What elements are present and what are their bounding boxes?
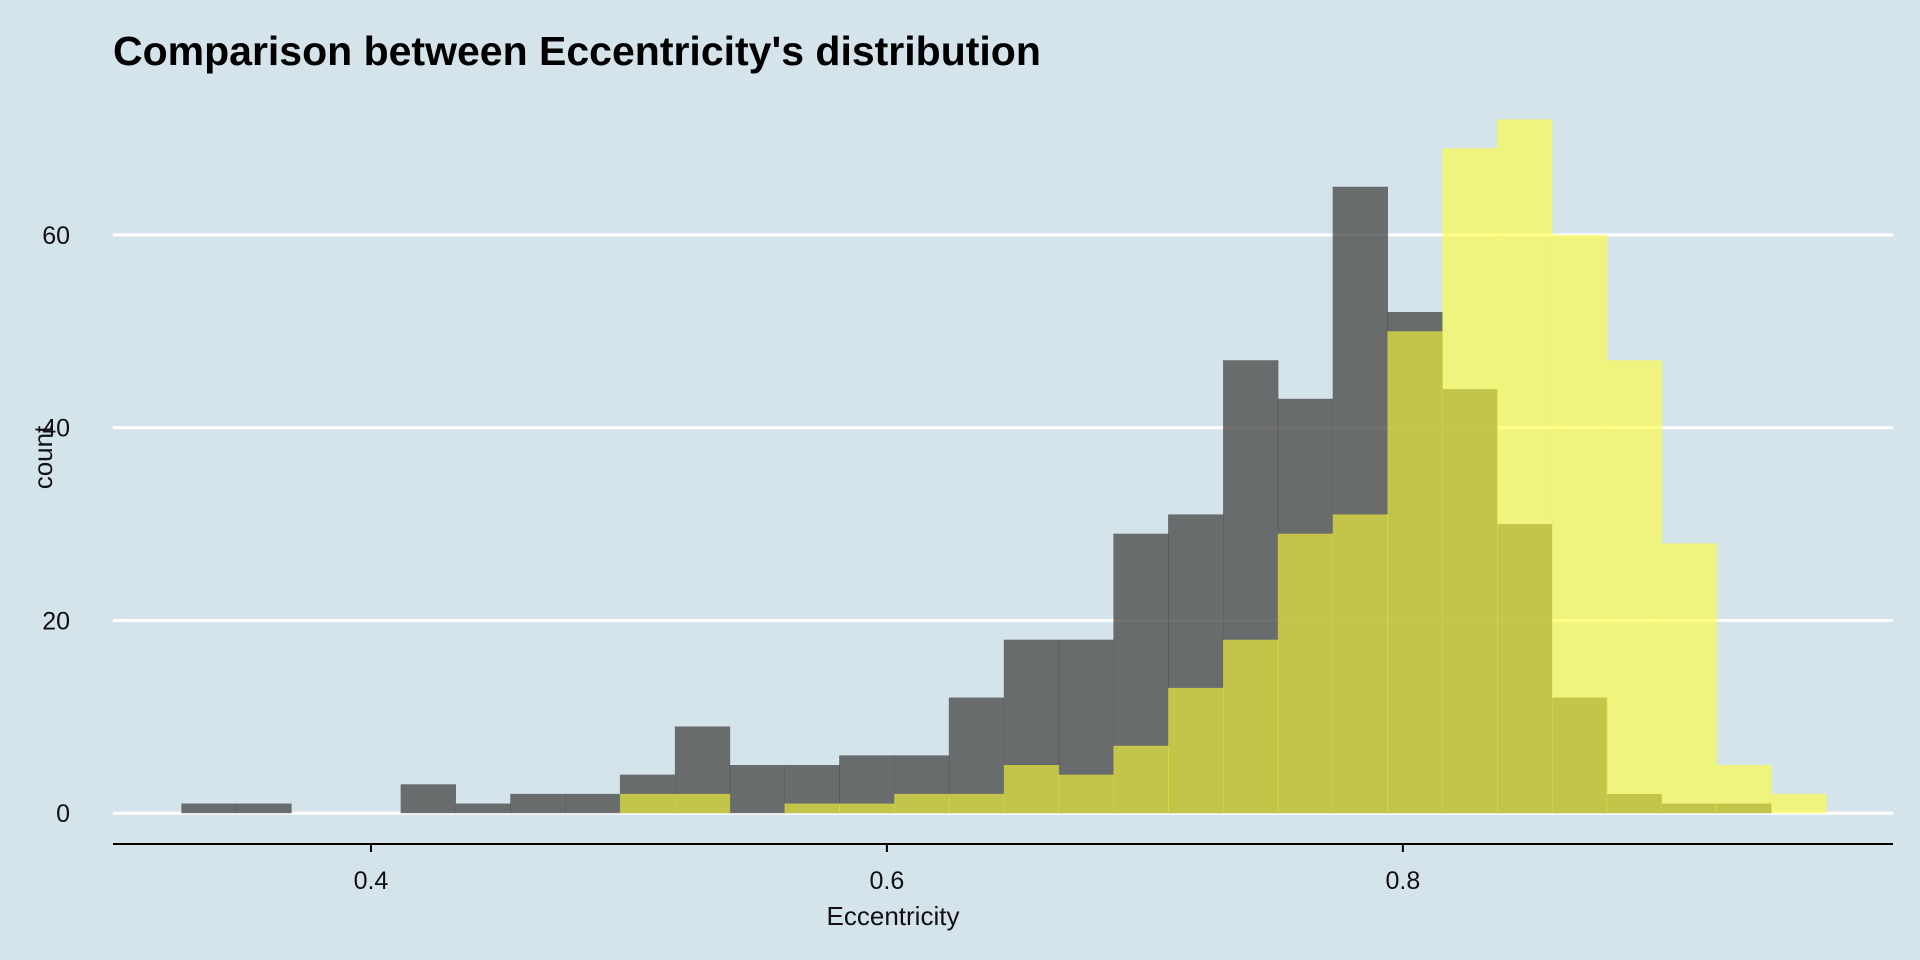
bar-series2-bin23 [1442, 148, 1498, 814]
bar-series2-bin29 [1771, 793, 1827, 814]
bar-series1-bin1 [236, 803, 292, 814]
bar-series2-bin19 [1223, 639, 1279, 814]
x-axis [113, 843, 1893, 852]
bar-series2-bin26 [1606, 360, 1662, 814]
bar-series1-bin10 [729, 765, 785, 814]
y-tick-label: 0 [56, 800, 70, 828]
bar-series2-bin28 [1716, 765, 1772, 814]
x-tick-label: 0.6 [870, 867, 905, 895]
bar-series1-bin6 [510, 793, 566, 814]
bar-series2-bin21 [1332, 514, 1389, 814]
x-tick-label: 0.8 [1385, 867, 1420, 895]
tick-labels: 0.4 0.6 0.8 0 20 40 60 [42, 222, 1420, 895]
bar-series2-bin16 [1058, 774, 1114, 814]
bar-series2-bin22 [1387, 331, 1443, 814]
y-tick-label: 60 [42, 222, 70, 250]
bar-series1-bin7 [565, 793, 621, 814]
bar-series1-bin4 [400, 784, 456, 814]
bar-series2-bin18 [1168, 687, 1224, 814]
y-tick-label: 20 [42, 607, 70, 635]
bar-series2-bin14 [948, 793, 1005, 814]
bar-series2-bin20 [1277, 533, 1334, 814]
bar-series1-bin0 [181, 803, 237, 814]
x-axis-title: Eccentricity [827, 901, 960, 931]
bar-series2-bin12 [839, 803, 895, 814]
bar-series2-bin9 [674, 793, 731, 814]
bar-series2-bin11 [784, 803, 840, 814]
x-tick-label: 0.4 [354, 867, 389, 895]
chart-title: Comparison between Eccentricity's distri… [113, 28, 1041, 74]
bar-series2-bin27 [1661, 543, 1717, 814]
bars-layer [181, 119, 1827, 814]
bar-series1-bin5 [455, 803, 511, 814]
y-tick-label: 40 [42, 415, 70, 443]
bar-series2-bin17 [1113, 745, 1169, 814]
bar-series2-bin13 [894, 793, 950, 814]
bar-series2-bin8 [619, 793, 676, 814]
bar-series2-bin24 [1497, 119, 1553, 814]
y-axis-title: count [28, 425, 58, 489]
bar-series2-bin15 [1003, 765, 1060, 814]
bar-series2-bin25 [1551, 234, 1608, 814]
